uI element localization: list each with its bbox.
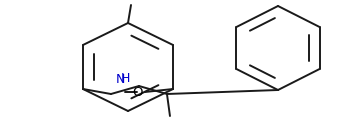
Text: H: H bbox=[120, 72, 130, 85]
Text: N: N bbox=[115, 73, 125, 86]
Text: O: O bbox=[132, 86, 143, 99]
Text: OH: OH bbox=[132, 0, 153, 2]
